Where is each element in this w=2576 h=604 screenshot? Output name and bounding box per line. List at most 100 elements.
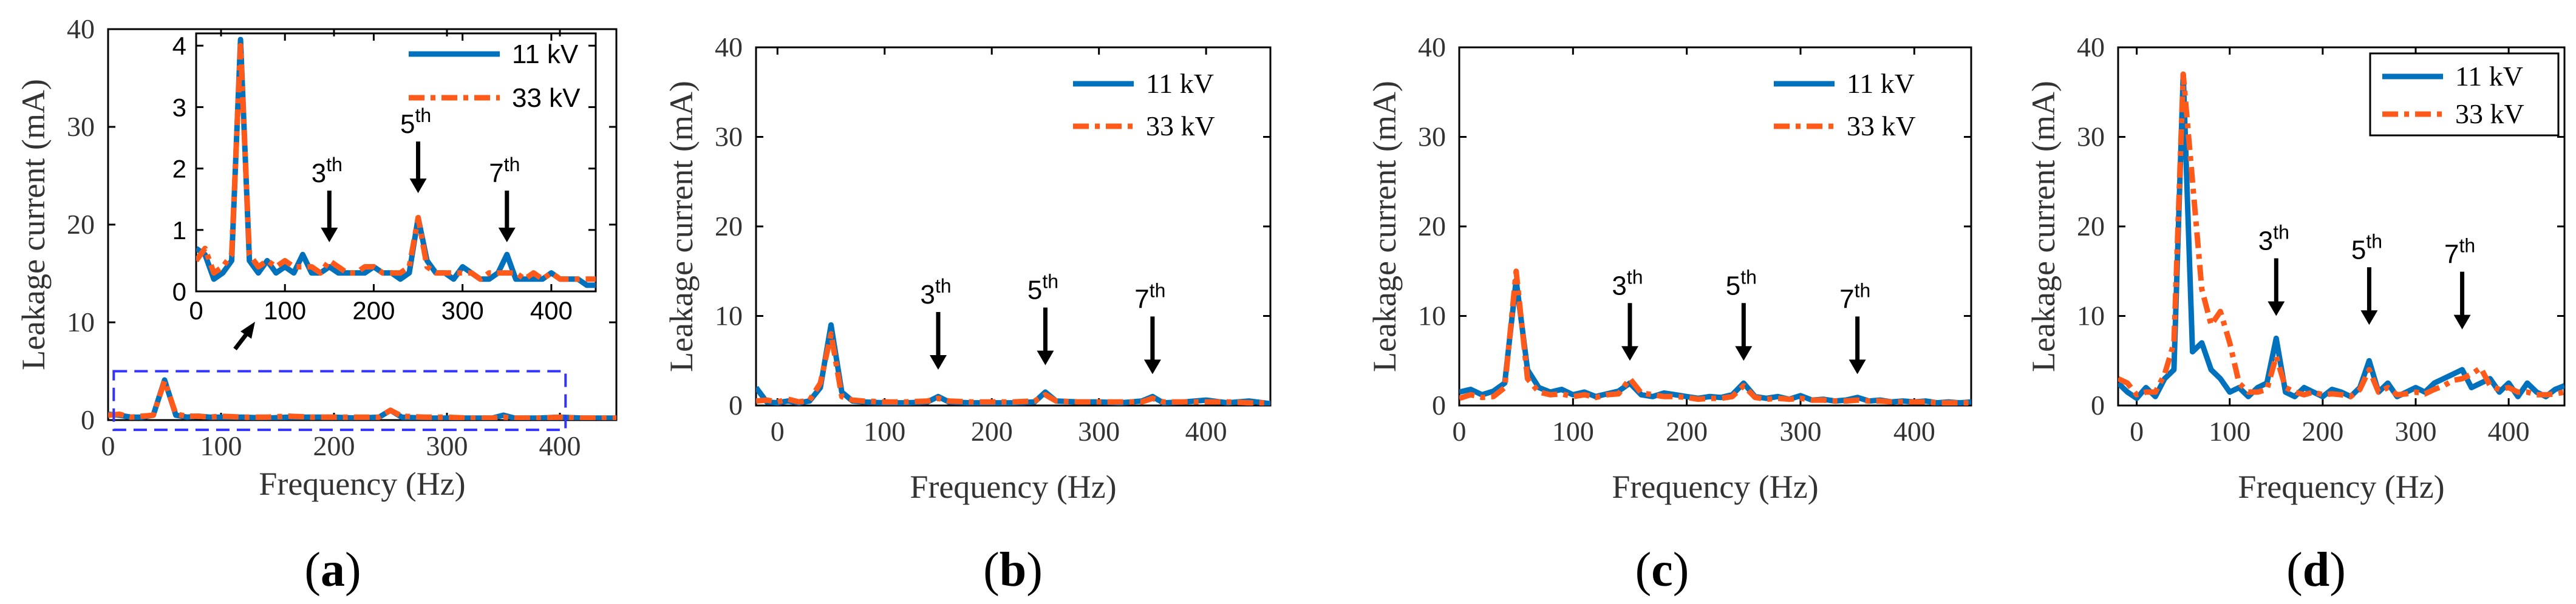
- y-tick-label: 1: [172, 216, 186, 245]
- y-tick-label: 0: [2091, 390, 2105, 421]
- y-tick-label: 40: [715, 32, 743, 63]
- x-tick-label: 300: [426, 430, 468, 461]
- x-tick-label: 200: [352, 296, 395, 325]
- harmonic-label: 7th: [2444, 235, 2475, 270]
- x-tick-label: 400: [530, 296, 573, 325]
- y-tick-label: 40: [1418, 32, 1446, 63]
- y-tick-label: 30: [2077, 121, 2105, 152]
- legend-label: 33 kV: [512, 83, 581, 113]
- x-tick-label: 300: [1078, 416, 1120, 447]
- x-axis-label: Frequency (Hz): [2238, 469, 2444, 505]
- y-tick-label: 0: [729, 390, 743, 421]
- legend-label: 33 kV: [1146, 110, 1215, 141]
- y-axis-label: Leakage current (mA): [1366, 81, 1403, 372]
- x-axis-label: Frequency (Hz): [259, 466, 465, 502]
- y-tick-label: 30: [715, 121, 743, 152]
- y-tick-label: 20: [67, 209, 95, 240]
- x-tick-label: 200: [971, 416, 1013, 447]
- zoom-arrowhead-icon: [240, 322, 255, 339]
- arrowhead-icon: [2360, 310, 2378, 325]
- y-tick-label: 2: [172, 155, 186, 183]
- arrowhead-icon: [2453, 314, 2471, 330]
- inset-chart: 0 100 200 300 400 0 1 2 3 4 3th 5th 7th 11 kV 33 kV: [172, 32, 597, 325]
- harmonic-label: 7th: [1839, 279, 1870, 314]
- chart-panel-4: 0 100 200 300 400 0 10 20 30 40 Frequency (Hz) Leak…: [2025, 32, 2566, 597]
- series-line-33kv: [756, 331, 1270, 405]
- series-line-11kv: [108, 377, 616, 420]
- arrowhead-icon: [1735, 346, 1753, 361]
- harmonic-label: 5th: [1027, 271, 1058, 305]
- y-tick-label: 4: [172, 32, 186, 60]
- harmonic-label: 3th: [1612, 266, 1643, 300]
- chart-panel-3: 0 100 200 300 400 0 10 20 30 40 Frequency (Hz) Leak…: [1366, 32, 1972, 597]
- y-tick-label: 30: [67, 111, 95, 142]
- series-line-11kv: [1459, 277, 1971, 405]
- x-tick-label: 0: [1453, 416, 1467, 447]
- y-tick-label: 40: [2077, 32, 2105, 63]
- x-axis-label: Frequency (Hz): [1612, 469, 1818, 505]
- x-tick-label: 0: [2130, 416, 2144, 447]
- x-tick-label: 100: [1552, 416, 1594, 447]
- x-tick-label: 100: [264, 296, 306, 325]
- panel-label: (d): [2286, 543, 2346, 597]
- x-tick-label: 400: [2488, 416, 2530, 447]
- y-tick-label: 10: [1418, 300, 1446, 331]
- arrowhead-icon: [2268, 301, 2285, 316]
- y-axis-label: Leakage current (mA): [663, 81, 700, 372]
- arrowhead-icon: [409, 178, 427, 194]
- series-line-33kv: [108, 378, 616, 420]
- harmonic-label: 7th: [489, 154, 520, 188]
- x-tick-label: 100: [2209, 416, 2251, 447]
- y-tick-label: 40: [67, 13, 95, 44]
- x-tick-label: 0: [101, 430, 115, 461]
- y-tick-label: 0: [81, 404, 95, 435]
- y-tick-label: 20: [2077, 211, 2105, 242]
- y-tick-label: 30: [1418, 121, 1446, 152]
- harmonic-label: 3th: [2258, 222, 2289, 256]
- arrowhead-icon: [1037, 350, 1054, 365]
- harmonic-label: 5th: [400, 104, 431, 139]
- x-tick-label: 400: [539, 430, 581, 461]
- x-tick-label: 300: [2395, 416, 2437, 447]
- legend-label: 33 kV: [1847, 110, 1916, 141]
- arrowhead-icon: [498, 228, 516, 243]
- arrowhead-icon: [321, 228, 338, 243]
- y-tick-label: 0: [172, 277, 186, 306]
- series-line-11kv: [196, 36, 596, 288]
- x-tick-label: 0: [189, 296, 203, 325]
- legend-label: 11 kV: [2455, 61, 2523, 92]
- x-axis-label: Frequency (Hz): [910, 469, 1116, 505]
- chart-panel-2: 0 100 200 300 400 0 10 20 30 40 Frequency (Hz) Leak…: [663, 32, 1272, 597]
- axes-frame: [1458, 46, 1972, 407]
- legend-label: 11 kV: [1847, 68, 1915, 99]
- arrowhead-icon: [1143, 359, 1161, 375]
- legend-label: 33 kV: [2455, 98, 2524, 129]
- arrowhead-icon: [929, 355, 947, 370]
- legend-label: 11 kV: [512, 39, 579, 69]
- panel-label: (b): [983, 543, 1043, 597]
- y-axis-label: Leakage current (mA): [15, 79, 52, 370]
- harmonic-label: 3th: [312, 154, 342, 188]
- series-line-33kv: [1459, 268, 1971, 405]
- x-tick-label: 0: [771, 416, 785, 447]
- y-tick-label: 20: [1418, 211, 1446, 242]
- x-tick-label: 400: [1185, 416, 1227, 447]
- zoom-region-box: [112, 370, 567, 432]
- x-tick-label: 300: [1780, 416, 1822, 447]
- harmonic-label: 7th: [1134, 279, 1165, 314]
- legend-box: [2369, 52, 2560, 137]
- x-tick-label: 300: [441, 296, 484, 325]
- x-tick-label: 200: [2302, 416, 2343, 447]
- harmonic-label: 5th: [1726, 266, 1757, 300]
- x-tick-label: 100: [864, 416, 905, 447]
- arrowhead-icon: [1849, 359, 1866, 375]
- arrowhead-icon: [1621, 346, 1638, 361]
- series-line-33kv: [2118, 71, 2564, 399]
- y-tick-label: 0: [1432, 390, 1446, 421]
- x-tick-label: 200: [313, 430, 355, 461]
- panel-label: (c): [1635, 543, 1689, 597]
- y-tick-label: 10: [67, 307, 95, 338]
- series-line-33kv: [196, 42, 596, 282]
